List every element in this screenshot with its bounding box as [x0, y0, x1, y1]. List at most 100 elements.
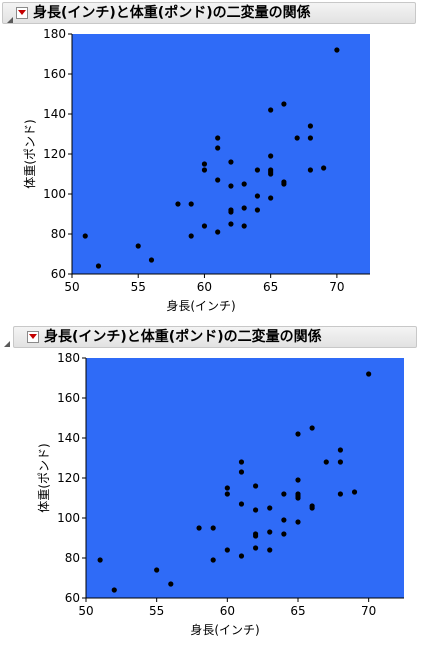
data-point[interactable]	[175, 201, 181, 207]
data-point[interactable]	[281, 517, 287, 523]
bivariate-report-1: 身長(インチ)と体重(ポンド)の二変量の関係 50 55 60 65 70 60 80 100…	[0, 0, 422, 320]
data-point[interactable]	[95, 263, 102, 269]
data-point[interactable]	[334, 47, 340, 53]
x-axis-label[interactable]: 身長(インチ)	[190, 622, 259, 637]
data-point[interactable]	[201, 223, 208, 229]
red-triangle-menu-icon[interactable]	[16, 7, 28, 19]
data-point[interactable]	[295, 519, 301, 525]
data-point[interactable]	[309, 503, 315, 509]
data-point[interactable]	[281, 531, 287, 537]
data-point[interactable]	[253, 545, 259, 551]
data-point[interactable]	[268, 153, 274, 159]
data-point[interactable]	[224, 547, 230, 553]
data-point[interactable]	[253, 483, 259, 489]
x-tick-label: 70	[361, 604, 376, 618]
red-triangle-menu-icon[interactable]	[27, 331, 39, 343]
data-point[interactable]	[281, 179, 287, 185]
x-tick-label: 55	[149, 604, 164, 618]
y-tick-label: 120	[57, 471, 80, 485]
report-header[interactable]: 身長(インチ)と体重(ポンド)の二変量の関係	[2, 2, 416, 24]
data-point[interactable]	[267, 505, 273, 511]
y-axis-label[interactable]: 体重(ポンド)	[23, 119, 37, 188]
data-point[interactable]	[254, 193, 261, 199]
data-point[interactable]	[337, 447, 343, 453]
data-point[interactable]	[201, 161, 208, 167]
plot-area[interactable]	[86, 358, 404, 598]
data-point[interactable]	[82, 233, 88, 239]
y-tick-label: 120	[43, 147, 66, 161]
x-tick-label: 50	[64, 280, 79, 294]
plot-area[interactable]	[72, 34, 370, 274]
data-point[interactable]	[253, 531, 259, 537]
y-axis-label[interactable]: 体重(ポンド)	[37, 443, 51, 512]
data-point[interactable]	[111, 587, 117, 593]
x-axis-label[interactable]: 身長(インチ)	[166, 298, 235, 313]
x-tick-label: 65	[263, 280, 278, 294]
data-point[interactable]	[228, 183, 234, 189]
collapse-triangle-icon[interactable]	[3, 333, 11, 347]
data-point[interactable]	[188, 233, 194, 239]
data-point[interactable]	[228, 221, 234, 227]
data-point[interactable]	[210, 557, 216, 563]
y-tick-label: 140	[57, 431, 80, 445]
data-point[interactable]	[168, 581, 174, 587]
data-point[interactable]	[268, 107, 274, 113]
data-point[interactable]	[238, 459, 245, 465]
data-point[interactable]	[295, 491, 301, 497]
collapse-triangle-icon[interactable]	[6, 9, 14, 23]
data-point[interactable]	[323, 459, 329, 465]
data-point[interactable]	[224, 491, 230, 497]
scatter-plot[interactable]: 50 55 60 65 70 60 80 100 120 140 160 180 身長(インチ) 体重(ポ…	[0, 0, 422, 320]
data-point[interactable]	[135, 243, 141, 249]
data-point[interactable]	[228, 159, 234, 165]
data-point[interactable]	[268, 195, 274, 201]
data-point[interactable]	[238, 501, 245, 507]
x-tick-label: 60	[197, 280, 212, 294]
data-point[interactable]	[321, 165, 327, 171]
data-point[interactable]	[224, 485, 230, 491]
data-point[interactable]	[196, 525, 202, 531]
data-point[interactable]	[307, 167, 313, 173]
data-point[interactable]	[281, 491, 287, 497]
report-title: 身長(インチ)と体重(ポンド)の二変量の関係	[33, 5, 311, 21]
data-point[interactable]	[215, 229, 221, 235]
data-point[interactable]	[97, 557, 103, 563]
data-point[interactable]	[241, 181, 247, 187]
data-point[interactable]	[307, 135, 313, 141]
report-header[interactable]: 身長(インチ)と体重(ポンド)の二変量の関係	[4, 326, 417, 348]
data-point[interactable]	[337, 491, 343, 497]
data-point[interactable]	[201, 167, 208, 173]
data-point[interactable]	[267, 529, 273, 535]
data-point[interactable]	[309, 425, 315, 431]
data-point[interactable]	[337, 459, 343, 465]
data-point[interactable]	[351, 489, 358, 495]
data-point[interactable]	[238, 553, 245, 559]
data-point[interactable]	[154, 567, 160, 573]
data-point[interactable]	[295, 477, 301, 483]
data-point[interactable]	[238, 469, 245, 475]
data-point[interactable]	[215, 135, 221, 141]
scatter-plot[interactable]: 50 55 60 65 70 60 80 100 120 140 160 180 身長(インチ) 体重(ポ…	[0, 322, 422, 646]
data-point[interactable]	[254, 207, 261, 213]
data-point[interactable]	[215, 145, 221, 151]
data-point[interactable]	[148, 257, 155, 263]
data-point[interactable]	[210, 525, 216, 531]
data-point[interactable]	[267, 547, 273, 553]
data-point[interactable]	[281, 101, 287, 107]
y-tick-label: 60	[51, 267, 66, 281]
y-tick-label: 100	[43, 187, 66, 201]
data-point[interactable]	[188, 201, 194, 207]
report-title: 身長(インチ)と体重(ポンド)の二変量の関係	[44, 329, 322, 345]
data-point[interactable]	[228, 207, 234, 213]
data-point[interactable]	[241, 205, 247, 211]
data-point[interactable]	[268, 167, 274, 173]
data-point[interactable]	[254, 167, 261, 173]
y-tick-label: 160	[43, 67, 66, 81]
data-point[interactable]	[241, 223, 247, 229]
data-point[interactable]	[295, 431, 301, 437]
data-point[interactable]	[366, 371, 372, 377]
data-point[interactable]	[215, 177, 221, 183]
data-point[interactable]	[307, 123, 313, 129]
data-point[interactable]	[253, 507, 259, 513]
data-point[interactable]	[294, 135, 300, 141]
